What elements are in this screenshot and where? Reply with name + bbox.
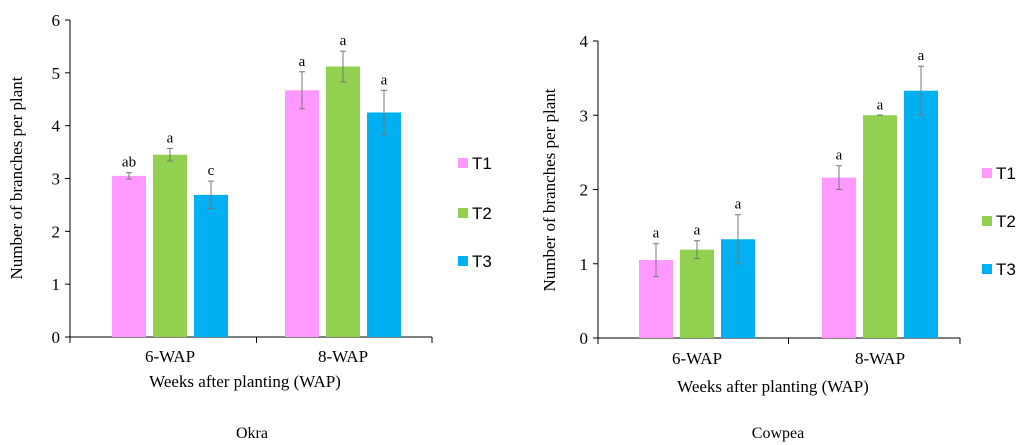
chart-caption: Cowpea [752,425,804,442]
bar-t2-8-wap [326,66,360,337]
bar-t3-6-wap [194,194,228,337]
significance-label: a [653,226,660,242]
significance-label: a [340,33,347,49]
y-tick-label: 2 [52,222,61,241]
x-axis-title: Weeks after planting (WAP) [149,372,341,391]
bar-t3-8-wap [367,112,401,337]
significance-label: c [208,163,215,179]
x-category-label: 8-WAP [855,349,905,368]
y-tick-label: 0 [52,328,61,347]
x-axis-title: Weeks after planting (WAP) [677,377,869,396]
legend-label-t1: T1 [996,164,1016,183]
bar-t2-8-wap [863,115,897,338]
significance-label: a [836,148,843,164]
significance-label: a [167,130,174,146]
y-axis-title: Number of branches per plant [540,88,559,291]
y-tick-label: 4 [52,117,61,136]
significance-label: a [381,72,388,88]
legend-label-t2: T2 [996,212,1016,231]
x-category-label: 8-WAP [318,347,368,366]
y-tick-label: 1 [52,275,61,294]
y-tick-label: 5 [52,64,61,83]
y-axis-title: Number of branches per plant [7,76,26,279]
bar-t2-6-wap [680,249,714,338]
chart-caption: Okra [236,425,268,442]
legend-swatch-t3 [458,256,468,266]
bar-t2-6-wap [153,154,187,337]
significance-label: a [918,48,925,64]
y-tick-label: 3 [580,106,589,125]
bar-t3-8-wap [904,90,938,338]
significance-label: a [694,223,701,239]
significance-label: a [877,97,884,113]
legend-swatch-t2 [458,208,468,218]
bar-t1-8-wap [285,90,319,337]
legend-label-t1: T1 [472,154,492,173]
legend-label-t3: T3 [996,260,1016,279]
y-tick-label: 0 [580,329,589,348]
chart-okra: 0 1 2 3 4 5 6 ab a c 6-WAP a a a 8-WAP Number of branch… [7,11,492,442]
x-category-label: 6-WAP [672,349,722,368]
y-tick-label: 6 [52,11,61,30]
legend-label-t3: T3 [472,252,492,271]
legend-label-t2: T2 [472,204,492,223]
y-tick-label: 4 [580,32,589,51]
chart-cowpea: 0 1 2 3 4 a a a 6-WAP a a a 8-WAP Number of branches … [540,32,1016,442]
significance-label: ab [122,155,136,171]
y-tick-label: 2 [580,181,589,200]
legend-swatch-t1 [458,158,468,168]
significance-label: a [299,54,306,70]
y-tick-label: 1 [580,255,589,274]
x-category-label: 6-WAP [145,347,195,366]
y-tick-label: 3 [52,170,61,189]
legend-swatch-t1 [982,168,992,178]
legend-swatch-t2 [982,216,992,226]
bar-t1-6-wap [112,175,146,337]
legend-swatch-t3 [982,264,992,274]
bar-t1-8-wap [822,177,856,338]
significance-label: a [735,197,742,213]
